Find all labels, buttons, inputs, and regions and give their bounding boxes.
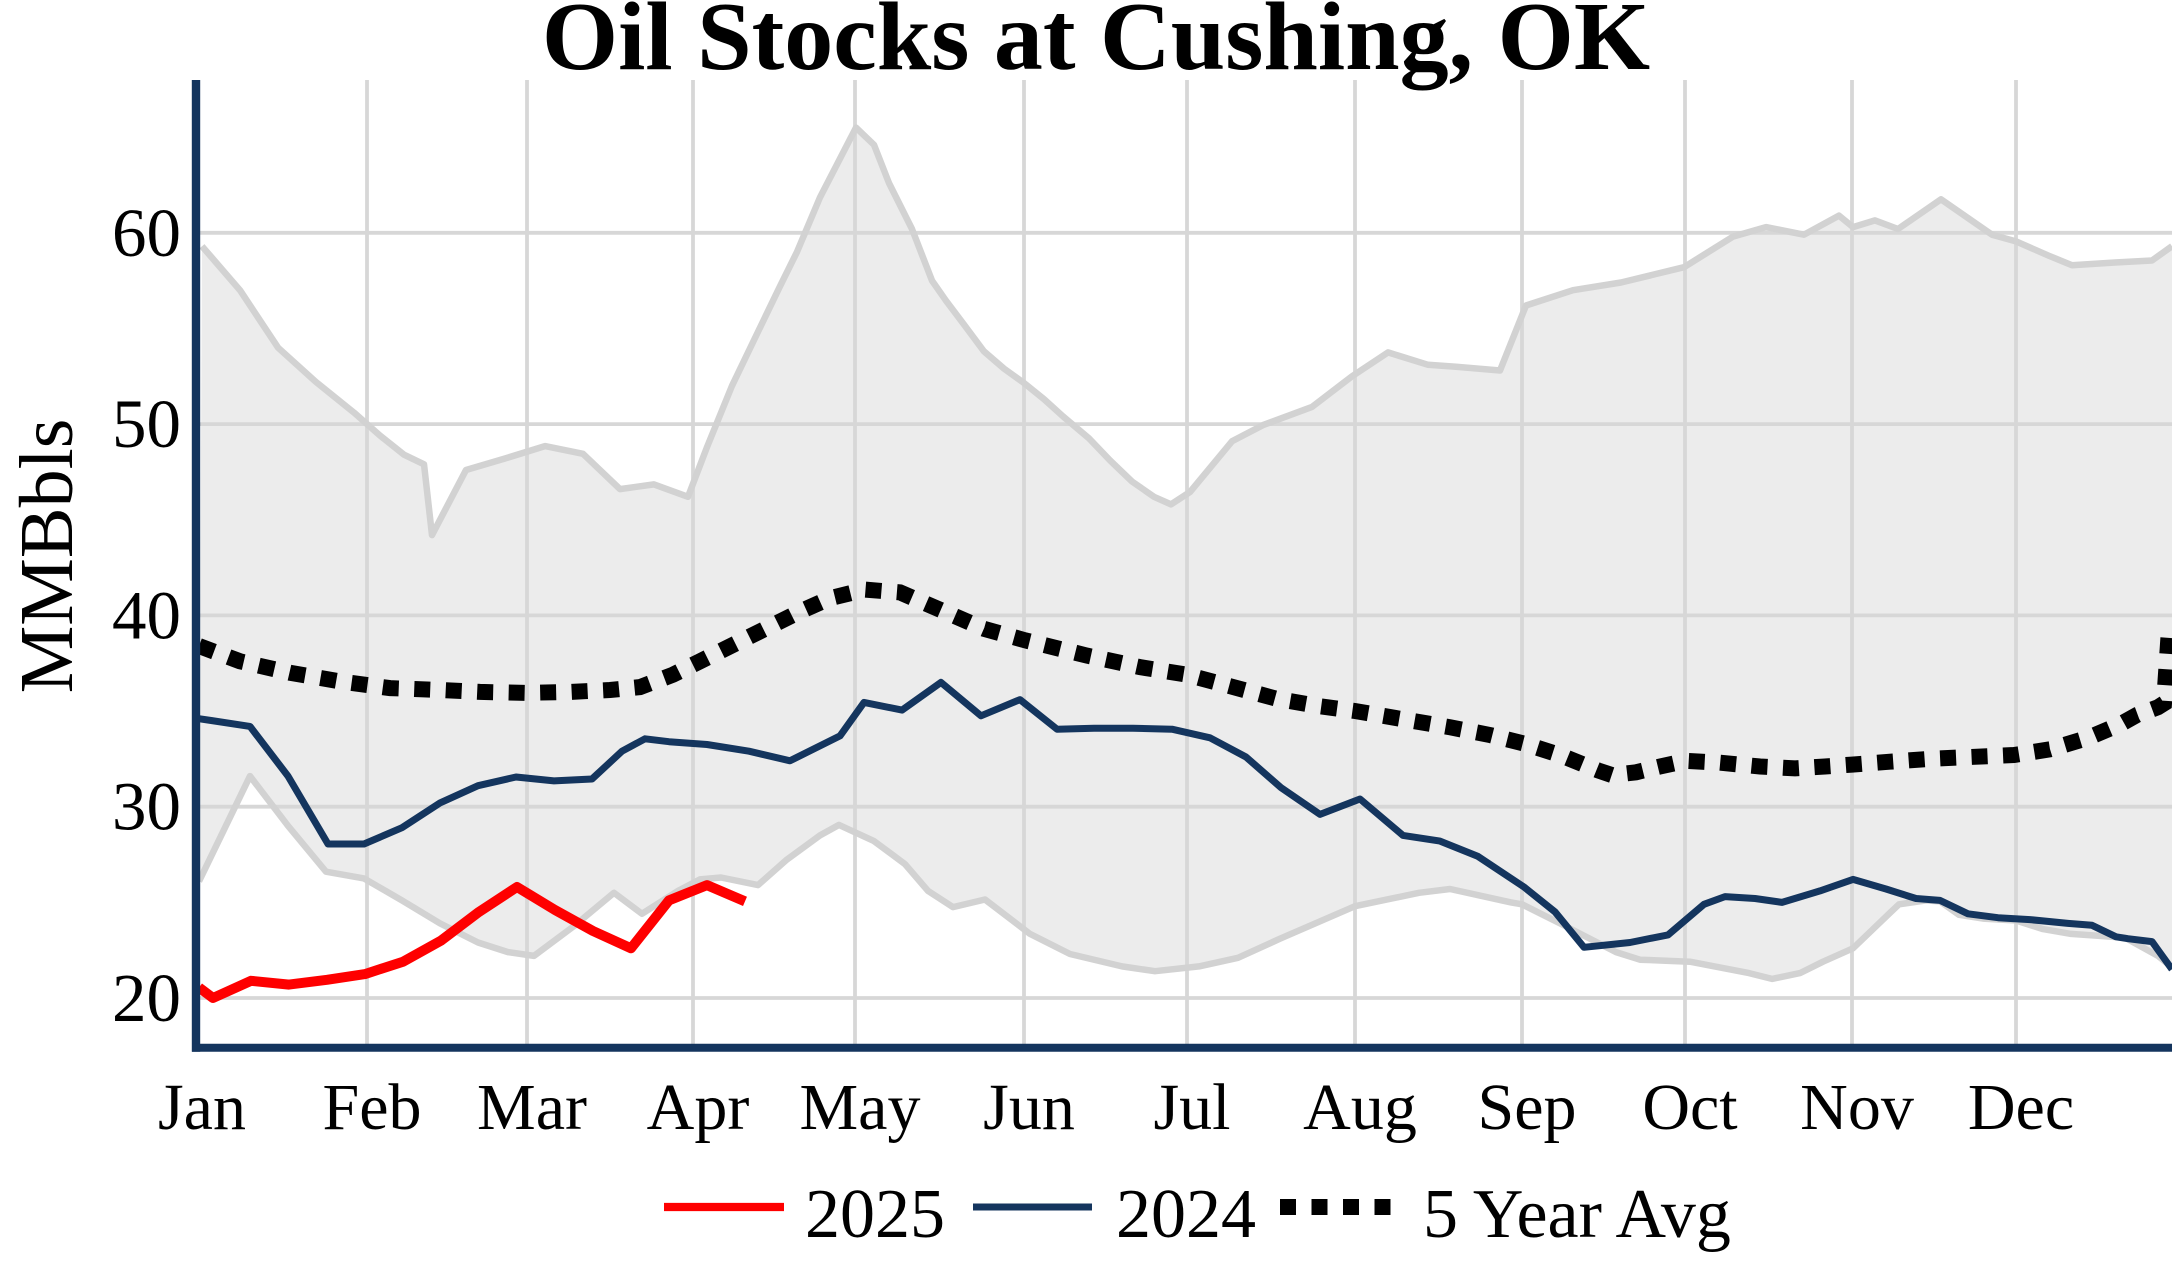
svg-text:Sep: Sep bbox=[1478, 1071, 1577, 1144]
svg-text:Apr: Apr bbox=[647, 1071, 750, 1144]
svg-text:40: 40 bbox=[112, 577, 181, 653]
svg-text:50: 50 bbox=[112, 386, 181, 462]
svg-text:Nov: Nov bbox=[1800, 1071, 1914, 1144]
svg-text:Oct: Oct bbox=[1642, 1071, 1737, 1144]
svg-text:Jul: Jul bbox=[1153, 1071, 1230, 1144]
svg-text:Jun: Jun bbox=[983, 1071, 1075, 1144]
svg-text:5 Year Avg: 5 Year Avg bbox=[1423, 1176, 1731, 1253]
svg-text:20: 20 bbox=[112, 960, 181, 1036]
svg-text:May: May bbox=[800, 1071, 921, 1144]
svg-text:Dec: Dec bbox=[1968, 1071, 2074, 1144]
svg-text:Mar: Mar bbox=[477, 1071, 587, 1144]
svg-text:2025: 2025 bbox=[805, 1176, 945, 1253]
svg-text:30: 30 bbox=[112, 769, 181, 845]
svg-text:2024: 2024 bbox=[1116, 1176, 1256, 1253]
svg-text:Aug: Aug bbox=[1303, 1071, 1417, 1144]
svg-text:60: 60 bbox=[112, 195, 181, 271]
svg-text:Feb: Feb bbox=[323, 1071, 422, 1144]
svg-text:Oil Stocks at Cushing, OK: Oil Stocks at Cushing, OK bbox=[542, 0, 1650, 91]
svg-text:MMBbls: MMBbls bbox=[5, 419, 89, 694]
svg-text:Jan: Jan bbox=[158, 1071, 246, 1144]
